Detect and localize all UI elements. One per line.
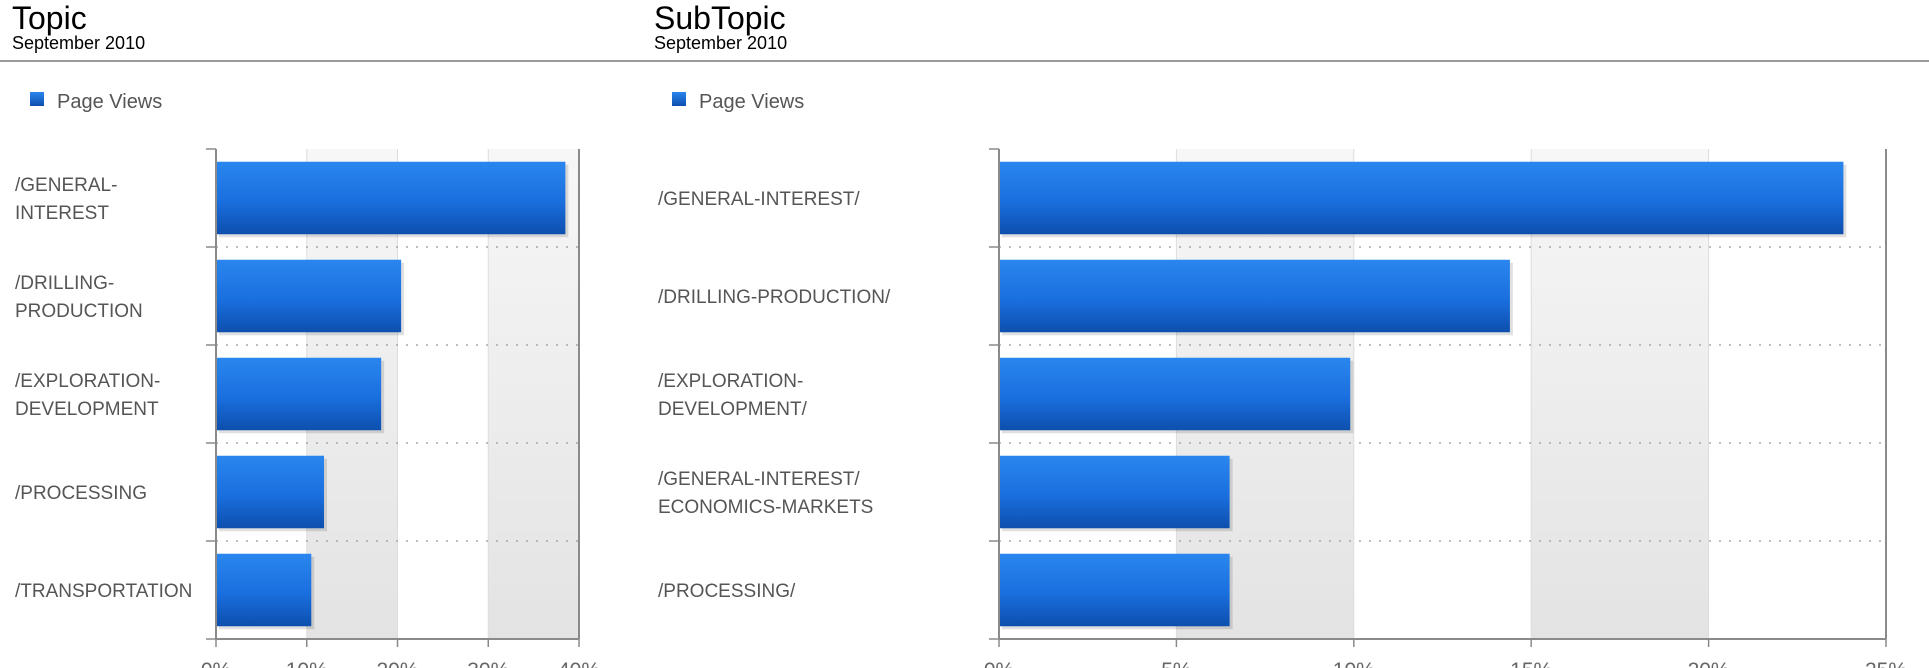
bar [216,259,402,333]
topic-subtitle: September 2010 [12,33,146,53]
subtopic-subtitle: September 2010 [654,33,788,53]
bar [216,455,324,529]
category-label: INTEREST [15,203,109,224]
category-label: DEVELOPMENT/ [658,399,808,420]
x-tick-label: 25% [1865,659,1907,668]
bar [999,553,1230,627]
x-tick-label: 40% [558,659,600,668]
x-tick-label: 0% [201,659,231,668]
x-tick-label: 20% [376,659,418,668]
category-label: /EXPLORATION- [658,371,803,392]
category-label: ECONOMICS-MARKETS [658,497,873,518]
legend-label: Page Views [699,91,804,113]
category-label: /GENERAL-INTEREST/ [658,469,860,490]
category-label: /GENERAL-INTEREST/ [658,189,860,210]
legend-swatch [30,92,44,106]
bar [999,259,1510,333]
x-tick-label: 15% [1510,659,1552,668]
category-label: /TRANSPORTATION [15,581,192,602]
subtopic-header: SubTopic September 2010 [654,0,787,52]
category-label: PRODUCTION [15,301,143,322]
x-tick-label: 10% [1333,659,1375,668]
category-label: /DRILLING-PRODUCTION/ [658,287,891,308]
topic-title: Topic [12,0,87,36]
bar [999,161,1844,235]
bar [999,455,1230,529]
bar [999,357,1351,431]
legend-label: Page Views [57,91,162,113]
x-tick-label: 20% [1688,659,1730,668]
category-label: /PROCESSING/ [658,581,796,602]
legend-swatch [672,92,686,106]
topic-header: Topic September 2010 [12,0,145,52]
topic-chart: 0% 10% 20% 30% 40% /GENERAL- INTEREST/DRILLING… [15,91,600,668]
category-label: /DRILLING- [15,273,114,294]
x-tick-label: 5% [1161,659,1191,668]
bar [216,357,382,431]
x-tick-label: 0% [984,659,1014,668]
bar [216,553,312,627]
bar [216,161,566,235]
category-label: /GENERAL- [15,175,117,196]
category-label: /EXPLORATION- [15,371,160,392]
x-tick-label: 10% [286,659,328,668]
header-divider [0,60,1929,62]
category-label: DEVELOPMENT [15,399,159,420]
category-label: /PROCESSING [15,483,147,504]
x-tick-label: 30% [467,659,509,668]
subtopic-title: SubTopic [654,0,786,36]
